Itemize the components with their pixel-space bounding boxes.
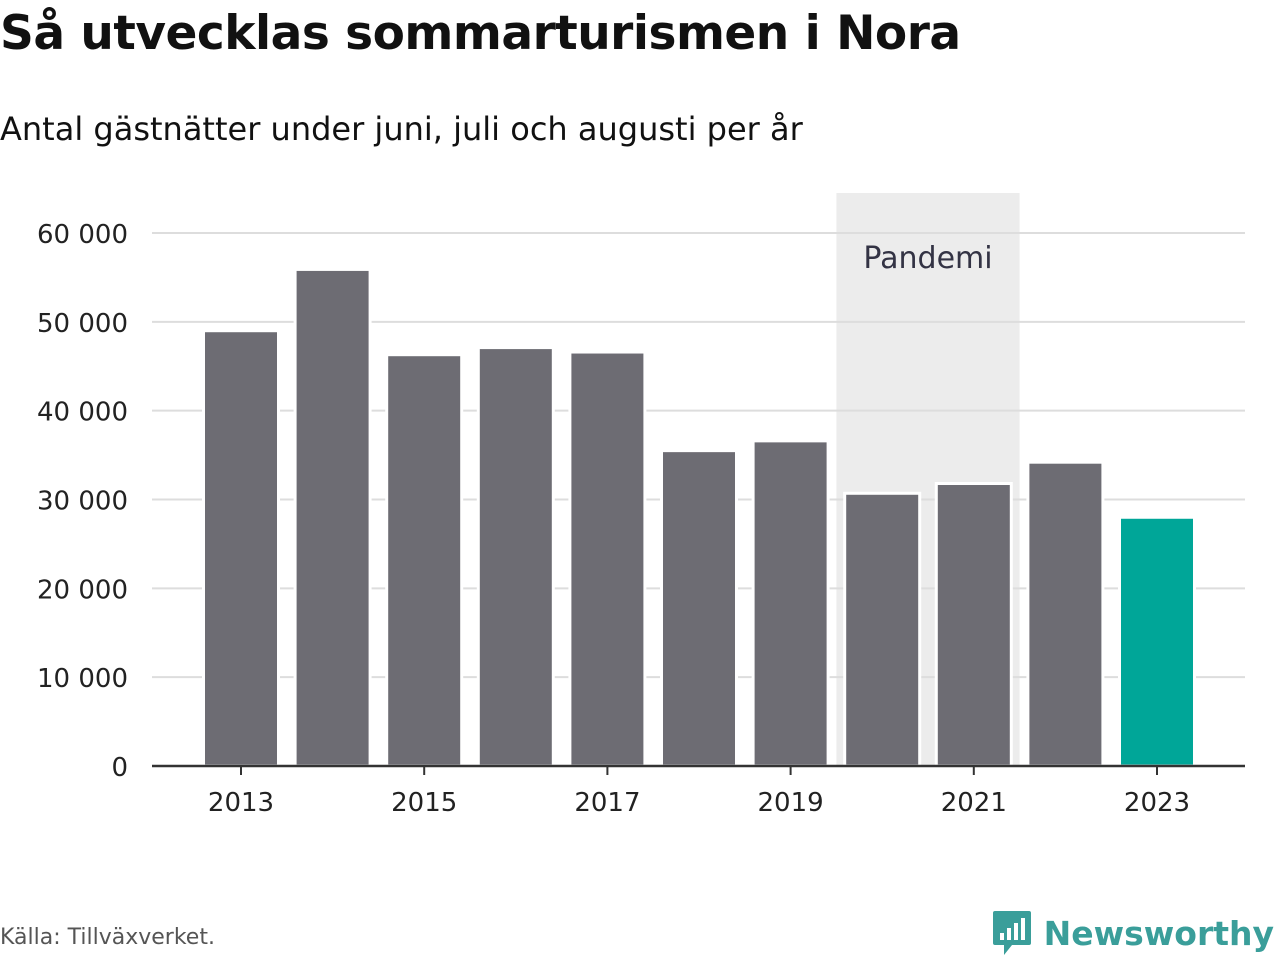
x-tick-label: 2015	[391, 788, 457, 818]
bar-2019	[751, 439, 830, 768]
chart-subtitle: Antal gästnätter under juni, juli och au…	[0, 110, 803, 148]
y-tick-label: 30 000	[37, 487, 128, 517]
brand-logo: Newsworthy	[992, 908, 1274, 958]
bar-2013	[202, 329, 280, 768]
bar-2023	[1118, 515, 1196, 768]
y-tick-label: 20 000	[37, 575, 128, 605]
y-tick-label: 60 000	[37, 220, 128, 250]
bar-2021	[934, 482, 1013, 768]
newsworthy-logo-icon	[992, 911, 1031, 955]
bar-2016	[476, 346, 555, 768]
bar-2017	[568, 350, 647, 768]
x-tick-label: 2017	[574, 788, 640, 818]
x-tick-label: 2021	[941, 788, 1007, 818]
x-tick-label: 2013	[208, 788, 274, 818]
y-tick-label: 50 000	[37, 309, 128, 339]
x-tick-label: 2019	[758, 788, 824, 818]
bar-2015	[385, 353, 464, 768]
bar-2018	[660, 449, 738, 768]
y-tick-label: 10 000	[37, 664, 128, 694]
bar-2020	[843, 491, 922, 768]
brand-name: Newsworthy	[1043, 913, 1274, 953]
bar-2014	[293, 267, 372, 768]
bar-2022	[1026, 460, 1105, 768]
source-note: Källa: Tillväxverket.	[0, 925, 215, 950]
chart-title: Så utvecklas sommarturismen i Nora	[0, 6, 961, 61]
x-tick-label: 2023	[1124, 788, 1190, 818]
annotation-label: Pandemi	[863, 241, 992, 276]
y-tick-label: 40 000	[37, 398, 128, 428]
y-tick-label: 0	[111, 753, 128, 783]
